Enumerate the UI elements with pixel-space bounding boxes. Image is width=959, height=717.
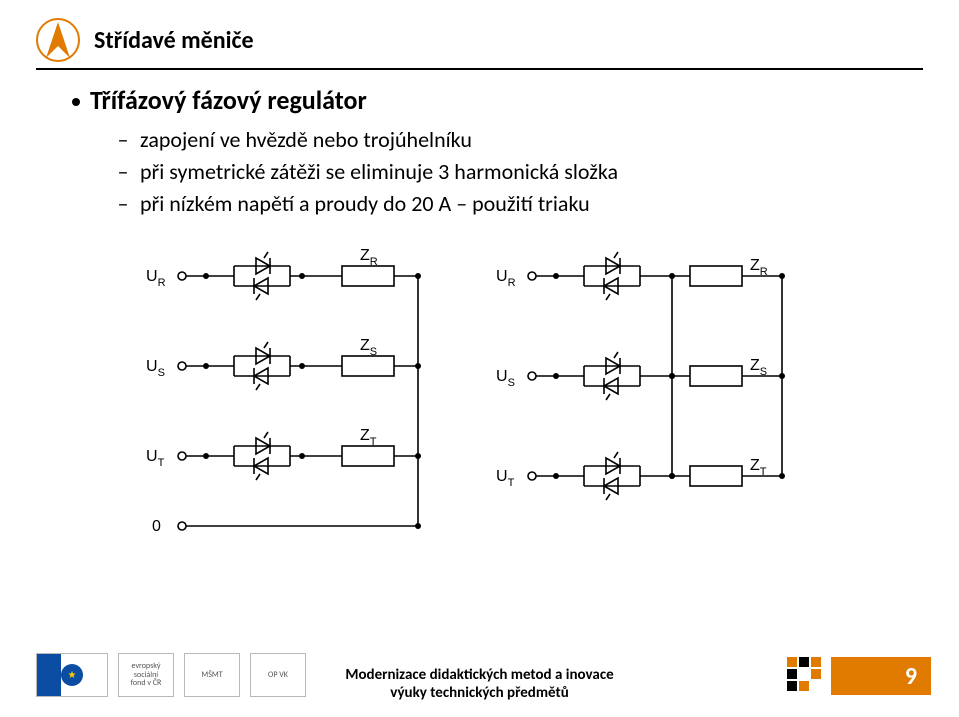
sub-bullet-text: zapojení ve hvězdě nebo trojúhelníku (140, 126, 472, 154)
svg-text:US: US (496, 368, 515, 389)
sub-bullet: – při symetrické zátěži se eliminuje 3 h… (116, 158, 923, 186)
footer: ★ evropskýsociálnífond v ČR MŠMT OP VK M… (0, 643, 959, 707)
svg-text:ZR: ZR (750, 257, 768, 278)
svg-text:ZR: ZR (360, 247, 378, 268)
dash-icon: – (116, 190, 130, 218)
page-title: Střídavé měniče (94, 26, 254, 55)
opvk-logo-icon: OP VK (250, 653, 306, 697)
svg-text:US: US (146, 358, 165, 379)
svg-text:ZS: ZS (360, 337, 377, 358)
svg-text:ZS: ZS (750, 357, 767, 378)
svg-text:ZT: ZT (360, 427, 377, 448)
sub-bullet-text: při symetrické zátěži se eliminuje 3 har… (140, 158, 618, 186)
sub-bullet-list: – zapojení ve hvězdě nebo trojúhelníku –… (72, 126, 923, 218)
footer-line2: výuky technických předmětů (390, 684, 569, 702)
sub-bullet: – při nízkém napětí a proudy do 20 A – p… (116, 190, 923, 218)
dash-icon: – (116, 158, 130, 186)
main-bullet-text: Třífázový fázový regulátor (90, 84, 367, 116)
esf-logo-icon: evropskýsociálnífond v ČR (118, 653, 174, 697)
header-rule (36, 68, 923, 70)
slide-page: Střídavé měniče Třífázový fázový regulát… (0, 0, 959, 717)
header: Střídavé měniče (36, 18, 923, 62)
sponsor-logos: ★ evropskýsociálnífond v ČR MŠMT OP VK (36, 653, 306, 697)
svg-text:ZT: ZT (750, 457, 767, 478)
sub-bullet: – zapojení ve hvězdě nebo trojúhelníku (116, 126, 923, 154)
footer-caption: Modernizace didaktických metod a inovace… (345, 666, 613, 704)
svg-text:UR: UR (496, 268, 516, 289)
svg-text:UT: UT (496, 468, 515, 489)
msmt-logo-icon: MŠMT (184, 653, 240, 697)
svg-text:UR: UR (146, 268, 166, 289)
sub-bullet-text: při nízkém napětí a proudy do 20 A – pou… (140, 190, 590, 218)
partner-squares-icon (787, 657, 823, 693)
dash-icon: – (116, 126, 130, 154)
bullet-disc-icon (72, 98, 80, 106)
page-number-badge: 9 (831, 657, 931, 695)
circuit-diagrams: UR ZR US ZS UT ZT 0 UR US UT ZR ZS ZT (72, 236, 923, 556)
circuit-star: UR ZR US ZS UT ZT 0 (132, 236, 462, 556)
logo-icon (36, 18, 80, 62)
svg-text:0: 0 (152, 518, 161, 535)
eu-logo-icon: ★ (36, 653, 108, 697)
main-bullet: Třífázový fázový regulátor (72, 84, 923, 116)
footer-line1: Modernizace didaktických metod a inovace (345, 666, 613, 684)
page-number: 9 (905, 662, 917, 691)
circuit-delta: UR US UT ZR ZS ZT (482, 236, 822, 556)
content-area: Třífázový fázový regulátor – zapojení ve… (36, 84, 923, 556)
svg-text:UT: UT (146, 448, 165, 469)
